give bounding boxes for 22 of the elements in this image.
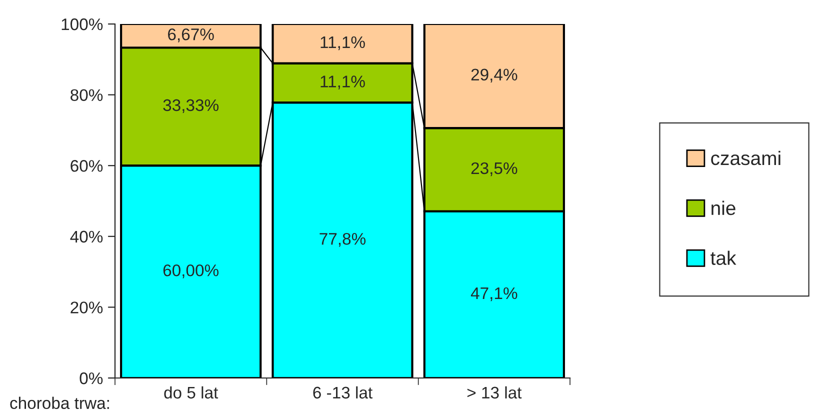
data-label: 11,1%	[320, 76, 365, 90]
x-axis-title: choroba trwa:	[10, 396, 109, 410]
x-tick-label: > 13 lat	[467, 386, 522, 399]
data-label: 60,00%	[163, 264, 219, 278]
x-tick-label: 6 -13 lat	[313, 386, 372, 399]
data-label: 77,8%	[320, 232, 366, 247]
legend-label: tak	[710, 250, 736, 265]
data-label: 11,1%	[320, 36, 365, 50]
y-tick-label: 20%	[70, 302, 103, 314]
data-label: 47,1%	[470, 287, 518, 302]
legend-label: czasami	[711, 150, 780, 166]
data-label: 23,5%	[471, 162, 518, 176]
y-tick-label: 80%	[70, 89, 103, 102]
y-tick-label: 60%	[70, 160, 103, 172]
y-tick-label: 100%	[62, 18, 103, 30]
y-tick-label: 40%	[70, 230, 103, 243]
y-tick-label: 0%	[80, 372, 103, 384]
x-tick-label: do 5 lat	[164, 386, 218, 399]
legend-label: nie	[712, 200, 736, 216]
data-label: 33,33%	[163, 99, 219, 114]
data-label: 6,67%	[168, 28, 214, 42]
data-label: 29,4%	[471, 68, 518, 82]
